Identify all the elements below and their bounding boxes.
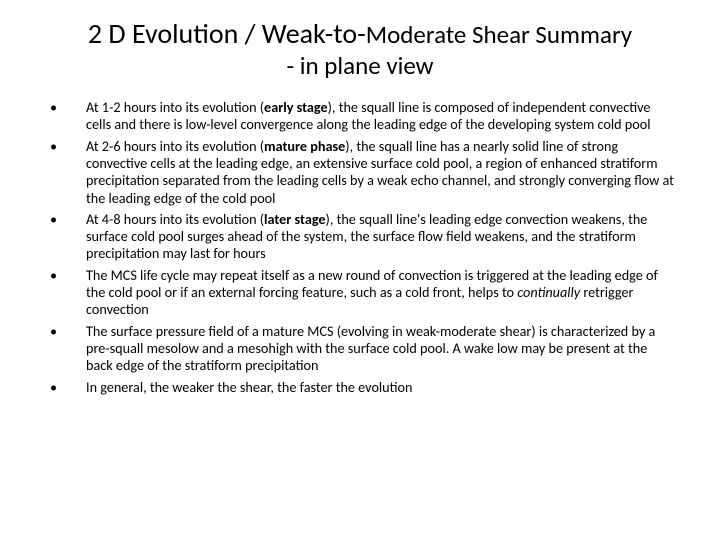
- title-line-1: 2 D Evolution / Weak-to-Moderate Shear S…: [44, 18, 676, 50]
- bullet-text: The surface pressure field of a mature M…: [86, 322, 655, 375]
- title-line-2: - in plane view: [44, 52, 676, 81]
- bullet-item: At 4-8 hours into its evolution (later s…: [44, 211, 676, 263]
- bullet-bold: later stage: [264, 210, 326, 228]
- title-prefix: 2 D Evolution / Weak-to-: [88, 16, 366, 51]
- bullet-italic: continually: [517, 283, 580, 301]
- bullet-text-pre: At 2-6 hours into its evolution (: [86, 137, 264, 155]
- bullet-bold: early stage: [264, 98, 328, 116]
- bullet-item: The MCS life cycle may repeat itself as …: [44, 267, 676, 319]
- title-moderate: Moderate Shear Summary: [366, 19, 632, 50]
- bullet-item: The surface pressure field of a mature M…: [44, 323, 676, 375]
- bullet-list: At 1-2 hours into its evolution (early s…: [44, 99, 676, 396]
- bullet-item: In general, the weaker the shear, the fa…: [44, 379, 676, 396]
- bullet-item: At 1-2 hours into its evolution (early s…: [44, 99, 676, 134]
- bullet-text: In general, the weaker the shear, the fa…: [86, 378, 412, 396]
- title-block: 2 D Evolution / Weak-to-Moderate Shear S…: [44, 18, 676, 81]
- slide-container: 2 D Evolution / Weak-to-Moderate Shear S…: [0, 0, 720, 540]
- bullet-text-pre: At 1-2 hours into its evolution (: [86, 98, 264, 116]
- bullet-bold: mature phase: [264, 137, 345, 155]
- bullet-text-pre: At 4-8 hours into its evolution (: [86, 210, 264, 228]
- bullet-item: At 2-6 hours into its evolution (mature …: [44, 138, 676, 207]
